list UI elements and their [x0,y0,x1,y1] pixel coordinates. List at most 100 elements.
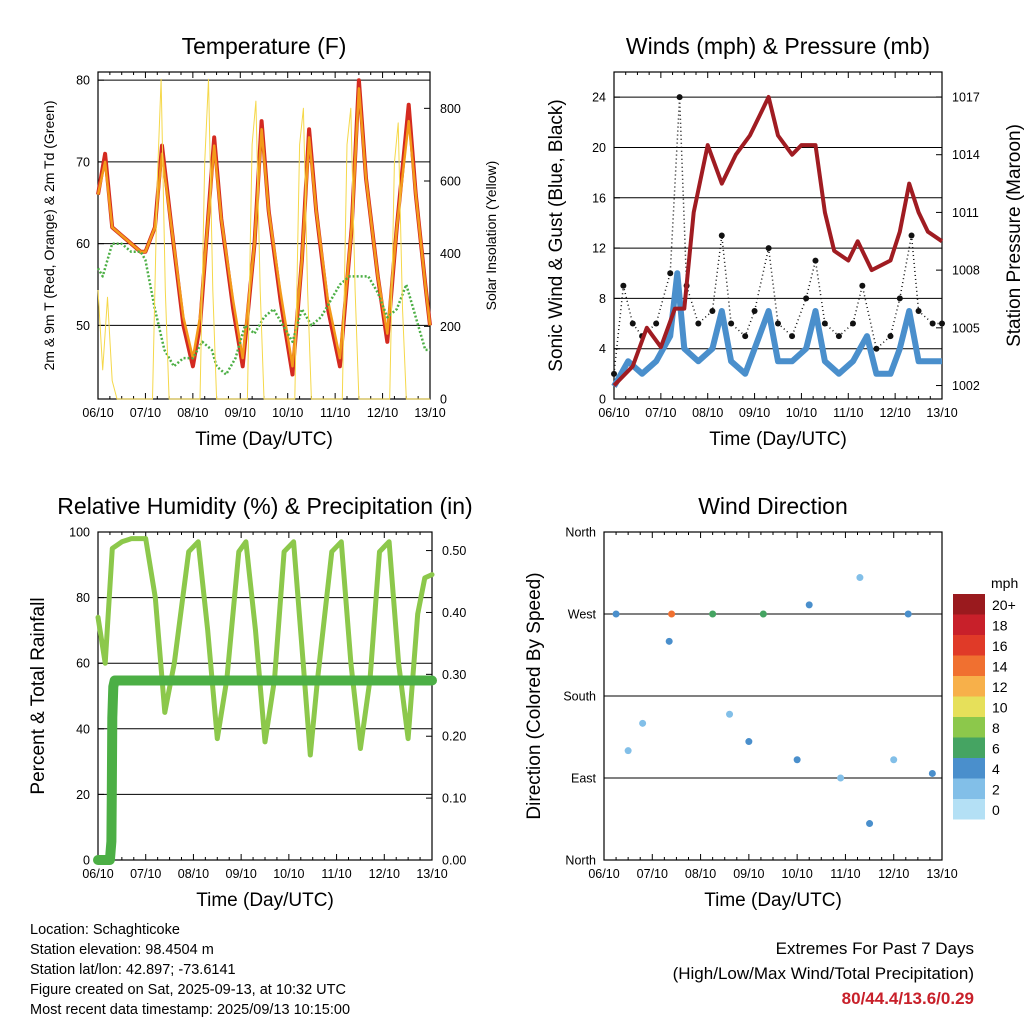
rh-y-tick-label: 0 [83,854,90,868]
temp-series-3 [97,78,430,400]
temp-series-1 [96,87,432,368]
temp-x-tick-label: 13/10 [414,406,445,420]
rh-plot [93,531,437,865]
wind-x-tick-label: 08/10 [692,406,723,420]
station-latlon: Station lat/lon: 42.897; -73.6141 [30,962,236,978]
dir-y-tick-label: North [565,854,596,868]
dir-y-tick-label: East [571,772,597,786]
station-info: Location: Schaghticoke Station elevation… [30,920,350,1020]
dir-point [928,769,936,777]
dir-title: Wind Direction [698,493,848,519]
legend-title: mph [991,575,1018,591]
rh-y-tick-label: 100 [69,526,90,540]
wind-series-1 [613,97,942,374]
wind-y2-tick-label: 1014 [952,148,980,162]
wind-y-tick-label: 20 [592,141,606,155]
rh-x-tick-label: 07/10 [130,867,161,881]
dir-point [624,747,632,755]
dir-point [793,756,801,764]
wind-title: Winds (mph) & Pressure (mb) [626,33,930,59]
wind-x-tick-label: 11/10 [833,406,863,420]
rh-y2-tick-label: 0.40 [442,606,466,620]
rh-y-tick-label: 20 [76,788,90,802]
speed-legend [953,594,985,820]
wind-y2-tick-label: 1011 [952,206,979,220]
legend-swatch [953,696,985,717]
dir-x-tick-label: 06/10 [588,867,619,881]
legend-label: 8 [992,720,1000,736]
wind-x-tick-label: 10/10 [786,406,817,420]
wind-gust-point [667,270,674,277]
wind-gust-point [803,295,810,302]
dir-x-tick-label: 13/10 [926,867,957,881]
temp-y2-tick-label: 0 [440,393,447,407]
rh-series-0 [95,536,435,758]
extremes-subtitle: (High/Low/Max Wind/Total Precipitation) [672,964,974,983]
temp-y-axis-label: 2m & 9m T (Red, Orange) & 2m Td (Green) [41,101,57,371]
wind-series-0 [611,270,942,388]
extremes-box: Extremes For Past 7 Days (High/Low/Max W… [673,936,974,1011]
temp-y2-tick-label: 200 [440,320,461,334]
dir-point [759,610,767,618]
rh-y2-tick-label: 0.30 [442,668,466,682]
dir-point [709,610,717,618]
wind-gust-point [718,232,725,239]
dir-point [665,637,673,645]
rh-x-tick-label: 11/10 [321,867,351,881]
legend-label: 2 [992,782,1000,798]
temp-y-tick-label: 70 [76,155,90,169]
dir-point [856,574,864,582]
rh-x-tick-label: 12/10 [369,867,400,881]
wind-gust-point [629,320,636,327]
wind-x-axis-label: Time (Day/UTC) [709,429,847,450]
wind-gust-point [812,257,819,264]
temp-frame [97,71,431,400]
temp-y2-tick-label: 600 [440,175,461,189]
wind-gust-point [709,307,716,314]
temp-y2-tick-label: 800 [440,102,461,116]
rh-x-tick-label: 10/10 [273,867,304,881]
rh-x-axis-label: Time (Day/UTC) [196,890,334,911]
temp-series-2 [96,242,430,376]
wind-y-tick-label: 4 [599,342,606,356]
legend-label: 12 [992,679,1008,695]
rh-title: Relative Humidity (%) & Precipitation (i… [57,493,472,519]
legend-swatch [953,614,985,635]
dir-x-tick-label: 09/10 [733,867,764,881]
dir-y-tick-label: West [568,608,597,622]
wind-x-tick-label: 07/10 [645,406,676,420]
temp-y2-axis-label: Solar Insolation (Yellow) [483,161,499,311]
temp-x-tick-label: 08/10 [177,406,208,420]
wind-y-axis-label: Sonic Wind & Gust (Blue, Black) [546,99,567,371]
rh-x-tick-label: 08/10 [178,867,209,881]
wind-x-tick-label: 09/10 [739,406,770,420]
wind-gust-point [676,94,683,101]
rh-y2-tick-label: 0.10 [442,792,466,806]
legend-label: 20+ [992,597,1016,613]
wind-gust-point [751,307,758,314]
wind-gust-point [611,370,617,377]
legend-label: 14 [992,659,1008,675]
temp-y-tick-label: 60 [76,237,90,251]
rh-y-axis-label: Percent & Total Rainfall [28,597,49,794]
rh-y-tick-label: 80 [76,591,90,605]
legend-swatch [953,635,985,656]
temp-x-tick-label: 09/10 [225,406,256,420]
dir-point [726,710,734,718]
legend-swatch [953,655,985,676]
temp-x-axis-label: Time (Day/UTC) [195,429,333,450]
wind-gust-point [821,320,828,327]
dir-x-tick-label: 07/10 [637,867,668,881]
dir-point [837,774,845,782]
rh-y2-tick-label: 0.00 [442,854,466,868]
dir-point [639,719,647,727]
wind-y2-tick-label: 1017 [952,91,980,105]
wind-y2-tick-label: 1008 [952,264,980,278]
legend-swatch [953,676,985,697]
rh-y-tick-label: 60 [76,657,90,671]
rh-frame [97,531,433,861]
legend-swatch [953,737,985,758]
legend-label: 10 [992,700,1008,716]
wind-x-tick-label: 12/10 [880,406,911,420]
